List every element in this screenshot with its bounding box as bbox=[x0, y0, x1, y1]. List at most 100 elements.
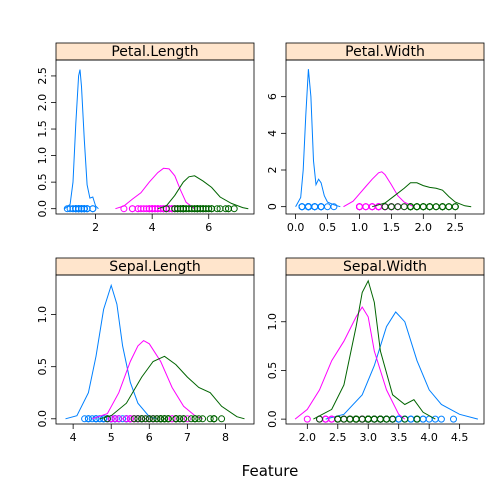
panel-frame bbox=[55, 59, 255, 215]
data-point bbox=[172, 415, 180, 423]
data-point bbox=[88, 415, 96, 423]
data-point bbox=[78, 205, 85, 213]
x-tick-label: 3.5 bbox=[390, 431, 408, 444]
panel-petal-width: Petal.Width 0.0 0.5 1.0 1.5 2.0 2.5 0 2 4 6 bbox=[266, 42, 485, 234]
x-tick-label: 0.5 bbox=[319, 221, 337, 234]
x-tick-label: 3.0 bbox=[359, 431, 377, 444]
density-curve bbox=[157, 175, 249, 210]
data-point bbox=[111, 415, 119, 423]
data-point bbox=[153, 415, 161, 423]
data-point bbox=[145, 415, 153, 423]
x-tick-label: 6 bbox=[146, 431, 153, 444]
x-tick-label: 4.0 bbox=[420, 431, 438, 444]
data-point bbox=[134, 415, 142, 423]
data-point bbox=[154, 205, 162, 213]
data-point bbox=[176, 415, 184, 423]
data-point bbox=[138, 415, 146, 423]
data-point bbox=[183, 415, 191, 423]
data-point bbox=[103, 415, 111, 423]
x-tick-label: 8 bbox=[222, 431, 229, 444]
strip-title: Petal.Width bbox=[345, 44, 425, 60]
data-point bbox=[362, 203, 370, 211]
density-curve bbox=[313, 279, 436, 420]
density-curve bbox=[372, 182, 472, 208]
data-point bbox=[439, 203, 446, 211]
y-tick-label: 0.0 bbox=[36, 410, 49, 428]
data-point bbox=[450, 415, 457, 423]
data-point bbox=[168, 415, 176, 423]
data-point bbox=[216, 205, 224, 213]
x-tick-label: 4.5 bbox=[451, 431, 469, 444]
data-point bbox=[142, 415, 149, 423]
x-tick-label: 4 bbox=[149, 221, 156, 234]
data-point bbox=[162, 205, 170, 213]
density-curve bbox=[92, 339, 203, 420]
data-point bbox=[381, 203, 389, 211]
x-tick-label: 2.5 bbox=[329, 431, 347, 444]
x-tick-label: 2.5 bbox=[447, 221, 465, 234]
x-tick-label: 2.0 bbox=[415, 221, 433, 234]
data-point bbox=[89, 205, 97, 213]
panel-frame bbox=[55, 274, 255, 425]
data-point bbox=[179, 205, 187, 213]
data-point bbox=[187, 415, 195, 423]
y-tick-label: 0 bbox=[266, 203, 279, 210]
data-point bbox=[81, 415, 89, 423]
y-tick-label: 6 bbox=[266, 93, 279, 100]
density-curve bbox=[64, 69, 99, 210]
x-tick-label: 1.5 bbox=[383, 221, 401, 234]
density-curve bbox=[115, 167, 195, 210]
data-point bbox=[419, 203, 427, 211]
density-curve bbox=[99, 355, 245, 420]
data-point bbox=[225, 205, 232, 213]
y-tick-label: 1.5 bbox=[36, 120, 49, 138]
x-tick-label: 6 bbox=[205, 221, 212, 234]
y-tick-label: 0.5 bbox=[266, 362, 279, 380]
x-tick-label: 0.0 bbox=[287, 221, 305, 234]
data-point bbox=[346, 415, 354, 423]
x-tick-label: 2.0 bbox=[299, 431, 317, 444]
data-point bbox=[115, 415, 123, 423]
x-axis-label: Feature bbox=[242, 462, 299, 480]
density-curve bbox=[65, 283, 158, 420]
data-point bbox=[364, 415, 372, 423]
data-point bbox=[149, 415, 157, 423]
data-point bbox=[119, 415, 127, 423]
data-point bbox=[218, 415, 226, 423]
data-point bbox=[304, 203, 312, 211]
data-point bbox=[75, 205, 83, 213]
data-point bbox=[126, 415, 134, 423]
x-tick-label: 7 bbox=[184, 431, 191, 444]
strip-title: Petal.Length bbox=[111, 44, 198, 60]
x-tick-label: 1.0 bbox=[351, 221, 369, 234]
data-point bbox=[161, 415, 168, 423]
data-point bbox=[196, 205, 204, 213]
y-tick-label: 1.0 bbox=[36, 306, 49, 324]
data-point bbox=[180, 415, 188, 423]
data-point bbox=[303, 415, 311, 423]
y-tick-label: 2.0 bbox=[36, 94, 49, 112]
x-tick-label: 2 bbox=[92, 221, 99, 234]
data-point bbox=[316, 415, 323, 423]
data-point bbox=[199, 415, 207, 423]
data-point bbox=[130, 415, 138, 423]
strip-title: Sepal.Length bbox=[109, 259, 201, 275]
y-tick-label: 0.0 bbox=[36, 200, 49, 218]
y-tick-label: 4 bbox=[266, 130, 279, 137]
data-point bbox=[120, 205, 128, 213]
panel-frame bbox=[285, 59, 485, 215]
data-point bbox=[157, 415, 165, 423]
data-point bbox=[330, 203, 338, 211]
panel-sepal-width: Sepal.Width 2.0 2.5 3.0 3.5 4.0 4.5 0.0 0.5 1.0 bbox=[266, 257, 485, 444]
density-curve bbox=[325, 311, 479, 420]
data-point bbox=[334, 415, 342, 423]
x-tick-label: 5 bbox=[108, 431, 115, 444]
data-point bbox=[401, 415, 409, 423]
density-curve bbox=[295, 69, 341, 208]
x-tick-label: 4 bbox=[70, 431, 77, 444]
data-point bbox=[164, 415, 172, 423]
y-tick-label: 2 bbox=[266, 167, 279, 174]
